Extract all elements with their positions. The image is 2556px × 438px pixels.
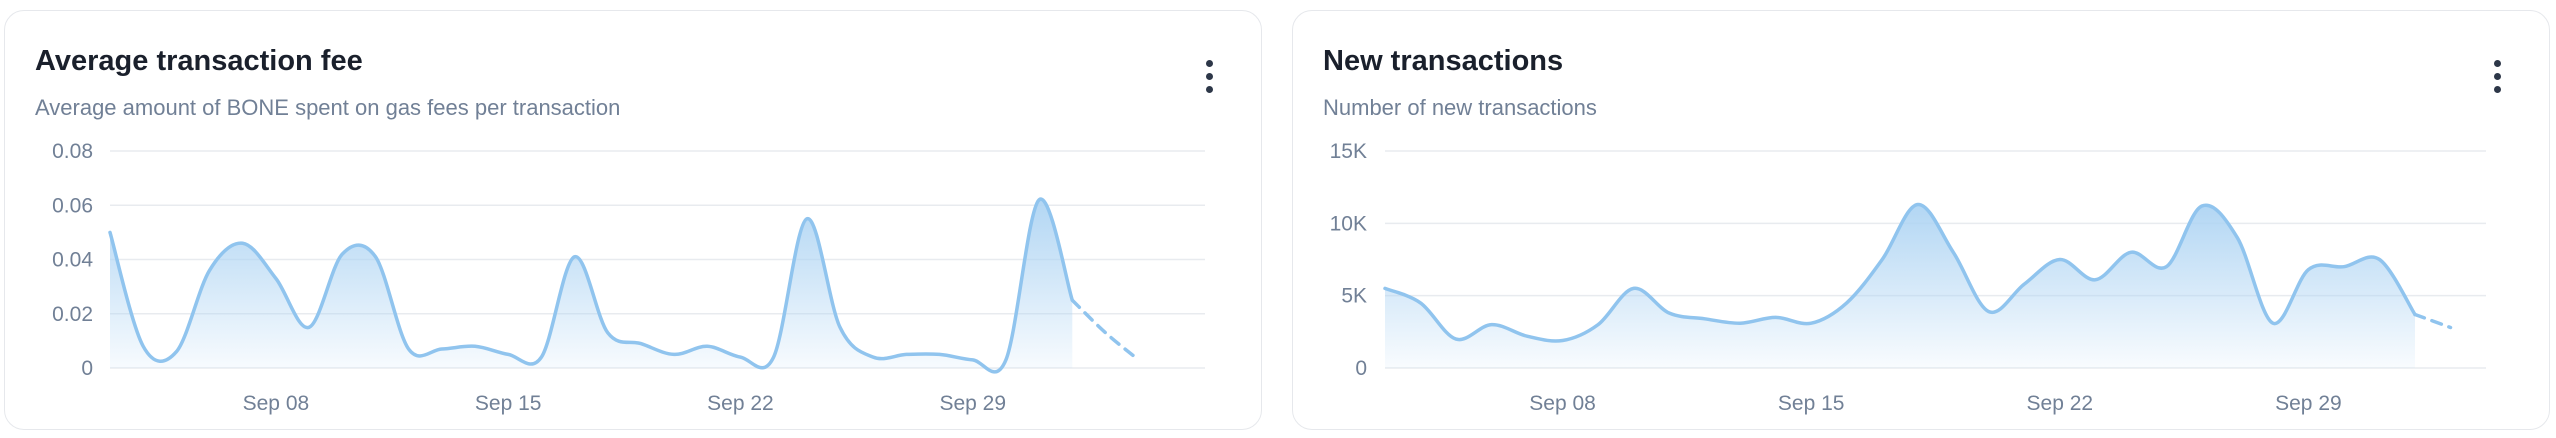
y-tick-label: 5K [1341, 285, 1367, 308]
x-tick-label: Sep 29 [2275, 392, 2342, 415]
card-title: New transactions [1323, 45, 1564, 77]
area-fill [1385, 204, 2415, 368]
x-tick-label: Sep 08 [1529, 392, 1596, 415]
y-tick-label: 0.06 [52, 194, 93, 217]
x-tick-label: Sep 29 [939, 392, 1006, 415]
vertical-dots-icon[interactable] [1197, 51, 1221, 101]
x-tick-label: Sep 15 [1778, 392, 1845, 415]
menu-dot [1205, 59, 1213, 67]
card-title: Average transaction fee [35, 45, 363, 77]
area-fill [110, 199, 1073, 372]
x-tick-label: Sep 22 [2027, 392, 2094, 415]
average-fee-chart[interactable]: 0 0.02 0.04 0.06 0.08 Sep 08 Sep 15 Sep 22 Sep 2… [5, 11, 1263, 431]
x-tick-label: Sep 15 [475, 392, 542, 415]
chart-card-new-transactions: New transactions Number of new transacti… [1292, 10, 2550, 430]
series-line-dashed [1070, 298, 1141, 362]
menu-dot [2493, 85, 2501, 93]
vertical-dots-icon[interactable] [2485, 51, 2509, 101]
y-tick-label: 10K [1330, 212, 1367, 235]
menu-dot [2493, 59, 2501, 67]
y-tick-label: 0 [81, 357, 93, 380]
chart-card-average-fee: Average transaction fee Average amount o… [4, 10, 1262, 430]
menu-dot [1205, 85, 1213, 93]
y-tick-label: 15K [1330, 140, 1367, 163]
series-line [108, 197, 1075, 374]
y-tick-label: 0 [1355, 357, 1367, 380]
y-tick-label: 0.08 [52, 140, 93, 163]
series-line [1383, 202, 2417, 343]
card-subtitle: Average amount of BONE spent on gas fees… [35, 95, 621, 120]
x-tick-label: Sep 08 [243, 392, 310, 415]
menu-dot [2493, 72, 2501, 80]
menu-dot [1205, 72, 1213, 80]
card-subtitle: Number of new transactions [1323, 95, 1597, 120]
y-tick-label: 0.04 [52, 249, 93, 272]
y-tick-label: 0.02 [52, 303, 93, 326]
x-tick-label: Sep 22 [707, 392, 774, 415]
series-line-dashed [2413, 312, 2453, 330]
new-transactions-chart[interactable]: 0 5K 10K 15K Sep 08 Sep 15 Sep 22 Sep 29 [1293, 11, 2551, 431]
